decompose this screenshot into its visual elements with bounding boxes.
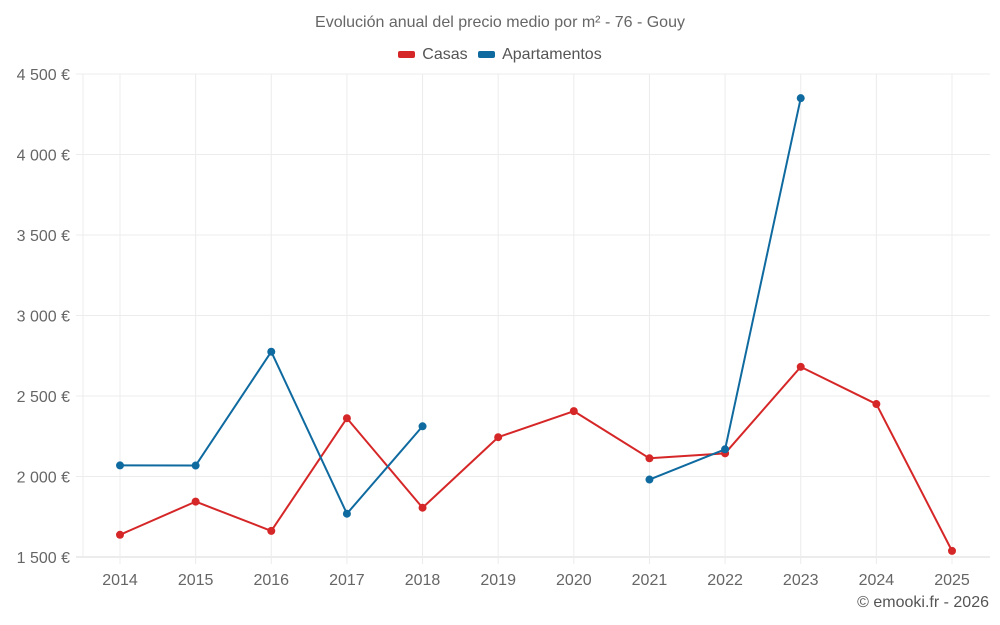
- data-point[interactable]: [342, 414, 351, 423]
- legend-item-casas[interactable]: Casas: [398, 45, 468, 64]
- x-tick-label: 2018: [405, 572, 441, 589]
- y-tick-label: 3 000 €: [17, 309, 70, 326]
- x-tick-label: 2022: [707, 572, 743, 589]
- legend-swatch-apartamentos: [478, 51, 496, 58]
- x-tick-label: 2023: [783, 572, 819, 589]
- data-point[interactable]: [267, 526, 276, 535]
- legend-swatch-casas: [398, 51, 416, 58]
- data-point[interactable]: [569, 407, 578, 416]
- x-axis: 2014 2015 2016 2017 2018 2019 2020 2021 2022 2023…: [102, 572, 970, 589]
- chart-title: Evolución anual del precio medio por m² …: [315, 14, 685, 31]
- x-tick-label: 2021: [632, 572, 668, 589]
- series-casas: [116, 362, 956, 555]
- y-tick-label: 2 000 €: [17, 470, 70, 487]
- data-point[interactable]: [191, 497, 200, 506]
- x-tick-label: 2025: [934, 572, 970, 589]
- x-tick-label: 2017: [329, 572, 365, 589]
- data-point[interactable]: [796, 94, 805, 103]
- y-tick-label: 4 500 €: [17, 67, 70, 84]
- x-tick-label: 2020: [556, 572, 592, 589]
- data-point[interactable]: [267, 347, 276, 356]
- data-point[interactable]: [191, 461, 200, 470]
- data-point[interactable]: [796, 362, 805, 371]
- y-tick-label: 4 000 €: [17, 148, 70, 165]
- legend: Casas Apartamentos: [0, 45, 1000, 64]
- series-line: [119, 365, 953, 552]
- data-point[interactable]: [645, 475, 654, 484]
- legend-item-apartamentos[interactable]: Apartamentos: [478, 46, 602, 64]
- data-point[interactable]: [418, 503, 427, 512]
- data-point[interactable]: [948, 546, 956, 555]
- data-point[interactable]: [645, 454, 654, 463]
- grid-lines: [76, 73, 990, 564]
- data-point[interactable]: [116, 530, 124, 539]
- y-axis: 1 500 € 2 000 € 2 500 € 3 000 € 3 500 € 4 000…: [17, 67, 70, 567]
- series-apartamentos: [116, 94, 805, 518]
- data-point[interactable]: [872, 400, 881, 409]
- x-tick-label: 2019: [480, 572, 516, 589]
- y-tick-label: 1 500 €: [17, 550, 70, 567]
- x-tick-label: 2014: [102, 572, 138, 589]
- y-tick-label: 2 500 €: [17, 389, 70, 406]
- data-point[interactable]: [721, 445, 730, 454]
- x-tick-label: 2024: [859, 572, 895, 589]
- data-point[interactable]: [494, 433, 503, 442]
- x-tick-label: 2015: [178, 572, 214, 589]
- y-tick-label: 3 500 €: [17, 228, 70, 245]
- data-point[interactable]: [116, 461, 124, 470]
- data-point[interactable]: [418, 422, 427, 431]
- legend-label-apartamentos: Apartamentos: [502, 45, 602, 63]
- legend-label-casas: Casas: [422, 45, 468, 63]
- copyright-credit: © emooki.fr - 2026: [857, 594, 989, 611]
- data-point[interactable]: [342, 509, 351, 518]
- x-tick-label: 2016: [253, 572, 289, 589]
- series-lines: [116, 94, 956, 555]
